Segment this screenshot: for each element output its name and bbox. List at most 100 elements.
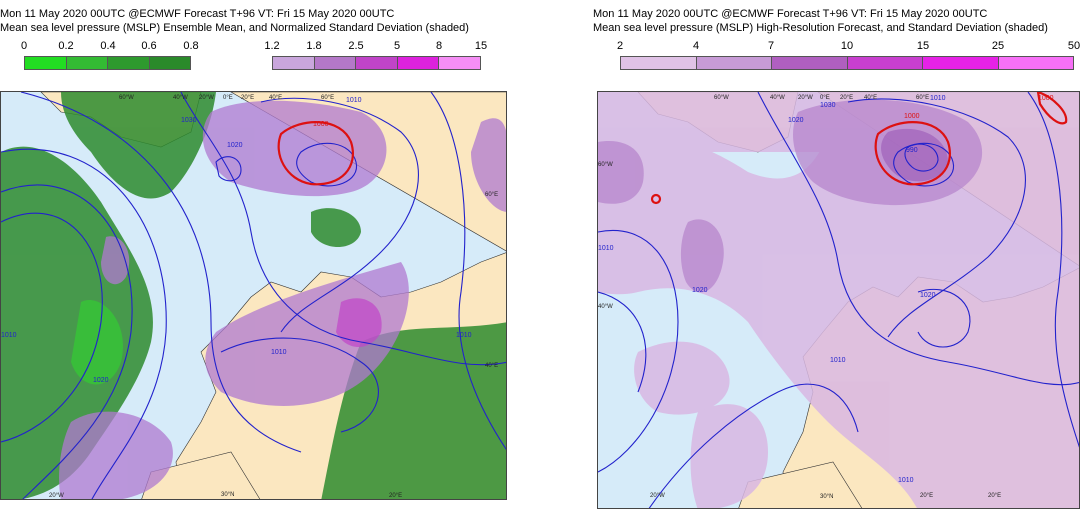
right-legend-ticks: 2 4 7 10 15 25 50 [617, 40, 1080, 54]
axis-label: 40°W [173, 95, 188, 101]
right-legend: 2 4 7 10 15 25 50 [617, 40, 1080, 72]
purple-tick: 8 [435, 40, 443, 52]
purple-area-large [598, 130, 1079, 508]
green-area-small [311, 208, 361, 247]
right-swatch [998, 57, 1073, 69]
right-map: 1000 1000 990 1010 1020 1030 1020 1010 1… [597, 91, 1080, 509]
left-green-legend: 0 0.2 0.4 0.6 0.8 [20, 40, 199, 72]
contour-label: 1020 [920, 292, 936, 299]
contour-label: 1020 [692, 287, 708, 294]
contour-label: 1010 [598, 245, 614, 252]
isobar [598, 230, 679, 473]
contour-label: 1010 [930, 95, 946, 102]
axis-label: 60°W [598, 162, 613, 168]
green-legend-ticks: 0 0.2 0.4 0.6 0.8 [20, 40, 199, 54]
right-swatch [772, 57, 848, 69]
green-swatch [108, 57, 150, 69]
dark-purple-shading [881, 128, 948, 182]
axis-labels: 60°W 40°W 20°W 0°E 20°E 40°E 60°E 60°E 4… [49, 95, 498, 499]
right-tick: 4 [692, 40, 700, 52]
purple-shading [59, 100, 506, 499]
magenta-shading [336, 298, 382, 347]
axis-label: 60°W [714, 95, 729, 101]
contour-labels: 1000 1000 990 1010 1020 1030 1020 1010 1… [598, 95, 1054, 484]
purple-tick: 5 [393, 40, 401, 52]
axis-label: 40°E [485, 363, 498, 369]
contour-label: 1010 [456, 332, 472, 339]
isobar-1000-red [277, 121, 354, 186]
purple-area-south [690, 404, 768, 508]
contour-label: 1000 [1038, 95, 1054, 102]
right-map-svg: 1000 1000 990 1010 1020 1030 1020 1010 1… [598, 92, 1079, 508]
axis-label: 20°E [840, 95, 853, 101]
purple-area-atlantic [634, 341, 730, 415]
green-swatch [25, 57, 67, 69]
isobars [1, 92, 506, 499]
axis-labels: 60°W 40°W 60°W 40°W 20°W 0°E 20°E 40°E 6… [598, 95, 1001, 500]
dark-purple-blob [881, 128, 948, 182]
isobar [260, 97, 419, 333]
contour-label: 1010 [898, 477, 914, 484]
contour-label: 1030 [820, 102, 836, 109]
right-swatch [696, 57, 772, 69]
right-tick: 25 [991, 40, 1005, 52]
axis-label: 0°E [223, 95, 233, 101]
isobar [430, 92, 506, 450]
contour-label: 1010 [830, 357, 846, 364]
isobar [220, 337, 379, 433]
isobar [180, 92, 506, 366]
purple-tick: 1.2 [264, 40, 280, 52]
green-tick: 0.4 [100, 40, 116, 52]
green-tick: 0.6 [141, 40, 157, 52]
purple-legend-bar [272, 56, 481, 70]
contour-label: 1010 [346, 97, 362, 104]
axis-label: 40°E [269, 95, 282, 101]
axis-label: 20°E [988, 493, 1001, 499]
isobar [1, 212, 103, 443]
left-purple-legend: 1.2 1.8 2.5 5 8 15 [264, 40, 487, 72]
right-panel: Mon 11 May 2020 00UTC @ECMWF Forecast T+… [593, 0, 1080, 523]
axis-label: 40°W [770, 95, 785, 101]
left-title-line2: Mean sea level pressure (MSLP) Ensemble … [0, 22, 469, 34]
isobar [598, 291, 647, 393]
isobar-low-inner [904, 143, 939, 172]
left-map: 1000 1010 1020 1030 1010 1020 1010 1010 … [0, 91, 507, 500]
axis-label: 20°E [920, 493, 933, 499]
purple-area-west [101, 236, 130, 285]
isobar [1, 148, 167, 499]
purple-swatch [356, 57, 398, 69]
green-tick: 0.8 [183, 40, 199, 52]
isobar [648, 383, 859, 508]
green-legend-bar [24, 56, 191, 70]
purple-tick: 1.8 [306, 40, 322, 52]
contour-label: 1030 [181, 117, 197, 124]
right-tick: 50 [1067, 40, 1080, 52]
axis-label: 20°E [241, 95, 254, 101]
purple-swatch [397, 57, 440, 69]
axis-label: 30°N [221, 492, 234, 498]
isobar-1000-red [874, 121, 951, 186]
isobar-1000-red-ne [1036, 92, 1068, 125]
axis-label: 40°W [598, 304, 613, 310]
purple-tick: 15 [474, 40, 488, 52]
green-tick: 0 [20, 40, 28, 52]
right-title-line1: Mon 11 May 2020 00UTC @ECMWF Forecast T+… [593, 8, 988, 20]
contour-label: 1000 [904, 113, 920, 120]
left-map-svg: 1000 1010 1020 1030 1010 1020 1010 1010 … [1, 92, 506, 499]
purple-area-central [205, 262, 409, 406]
contour-label: 1020 [788, 117, 804, 124]
isobar-low [296, 142, 357, 187]
axis-label: 40°E [864, 95, 877, 101]
isobar [1, 184, 133, 499]
contour-label: 990 [906, 147, 918, 154]
purple-area-ne [471, 118, 506, 212]
purple-tick: 2.5 [348, 40, 364, 52]
contour-labels: 1000 1010 1020 1030 1010 1020 1010 1010 [1, 97, 472, 384]
purple-swatch [273, 57, 315, 69]
magenta-blob [336, 298, 382, 347]
right-tick: 15 [916, 40, 930, 52]
left-title-line1: Mon 11 May 2020 00UTC @ECMWF Forecast T+… [0, 8, 395, 20]
purple-area-north [202, 100, 387, 197]
contour-label: 1010 [1, 332, 17, 339]
purple-area-edge [598, 141, 644, 204]
